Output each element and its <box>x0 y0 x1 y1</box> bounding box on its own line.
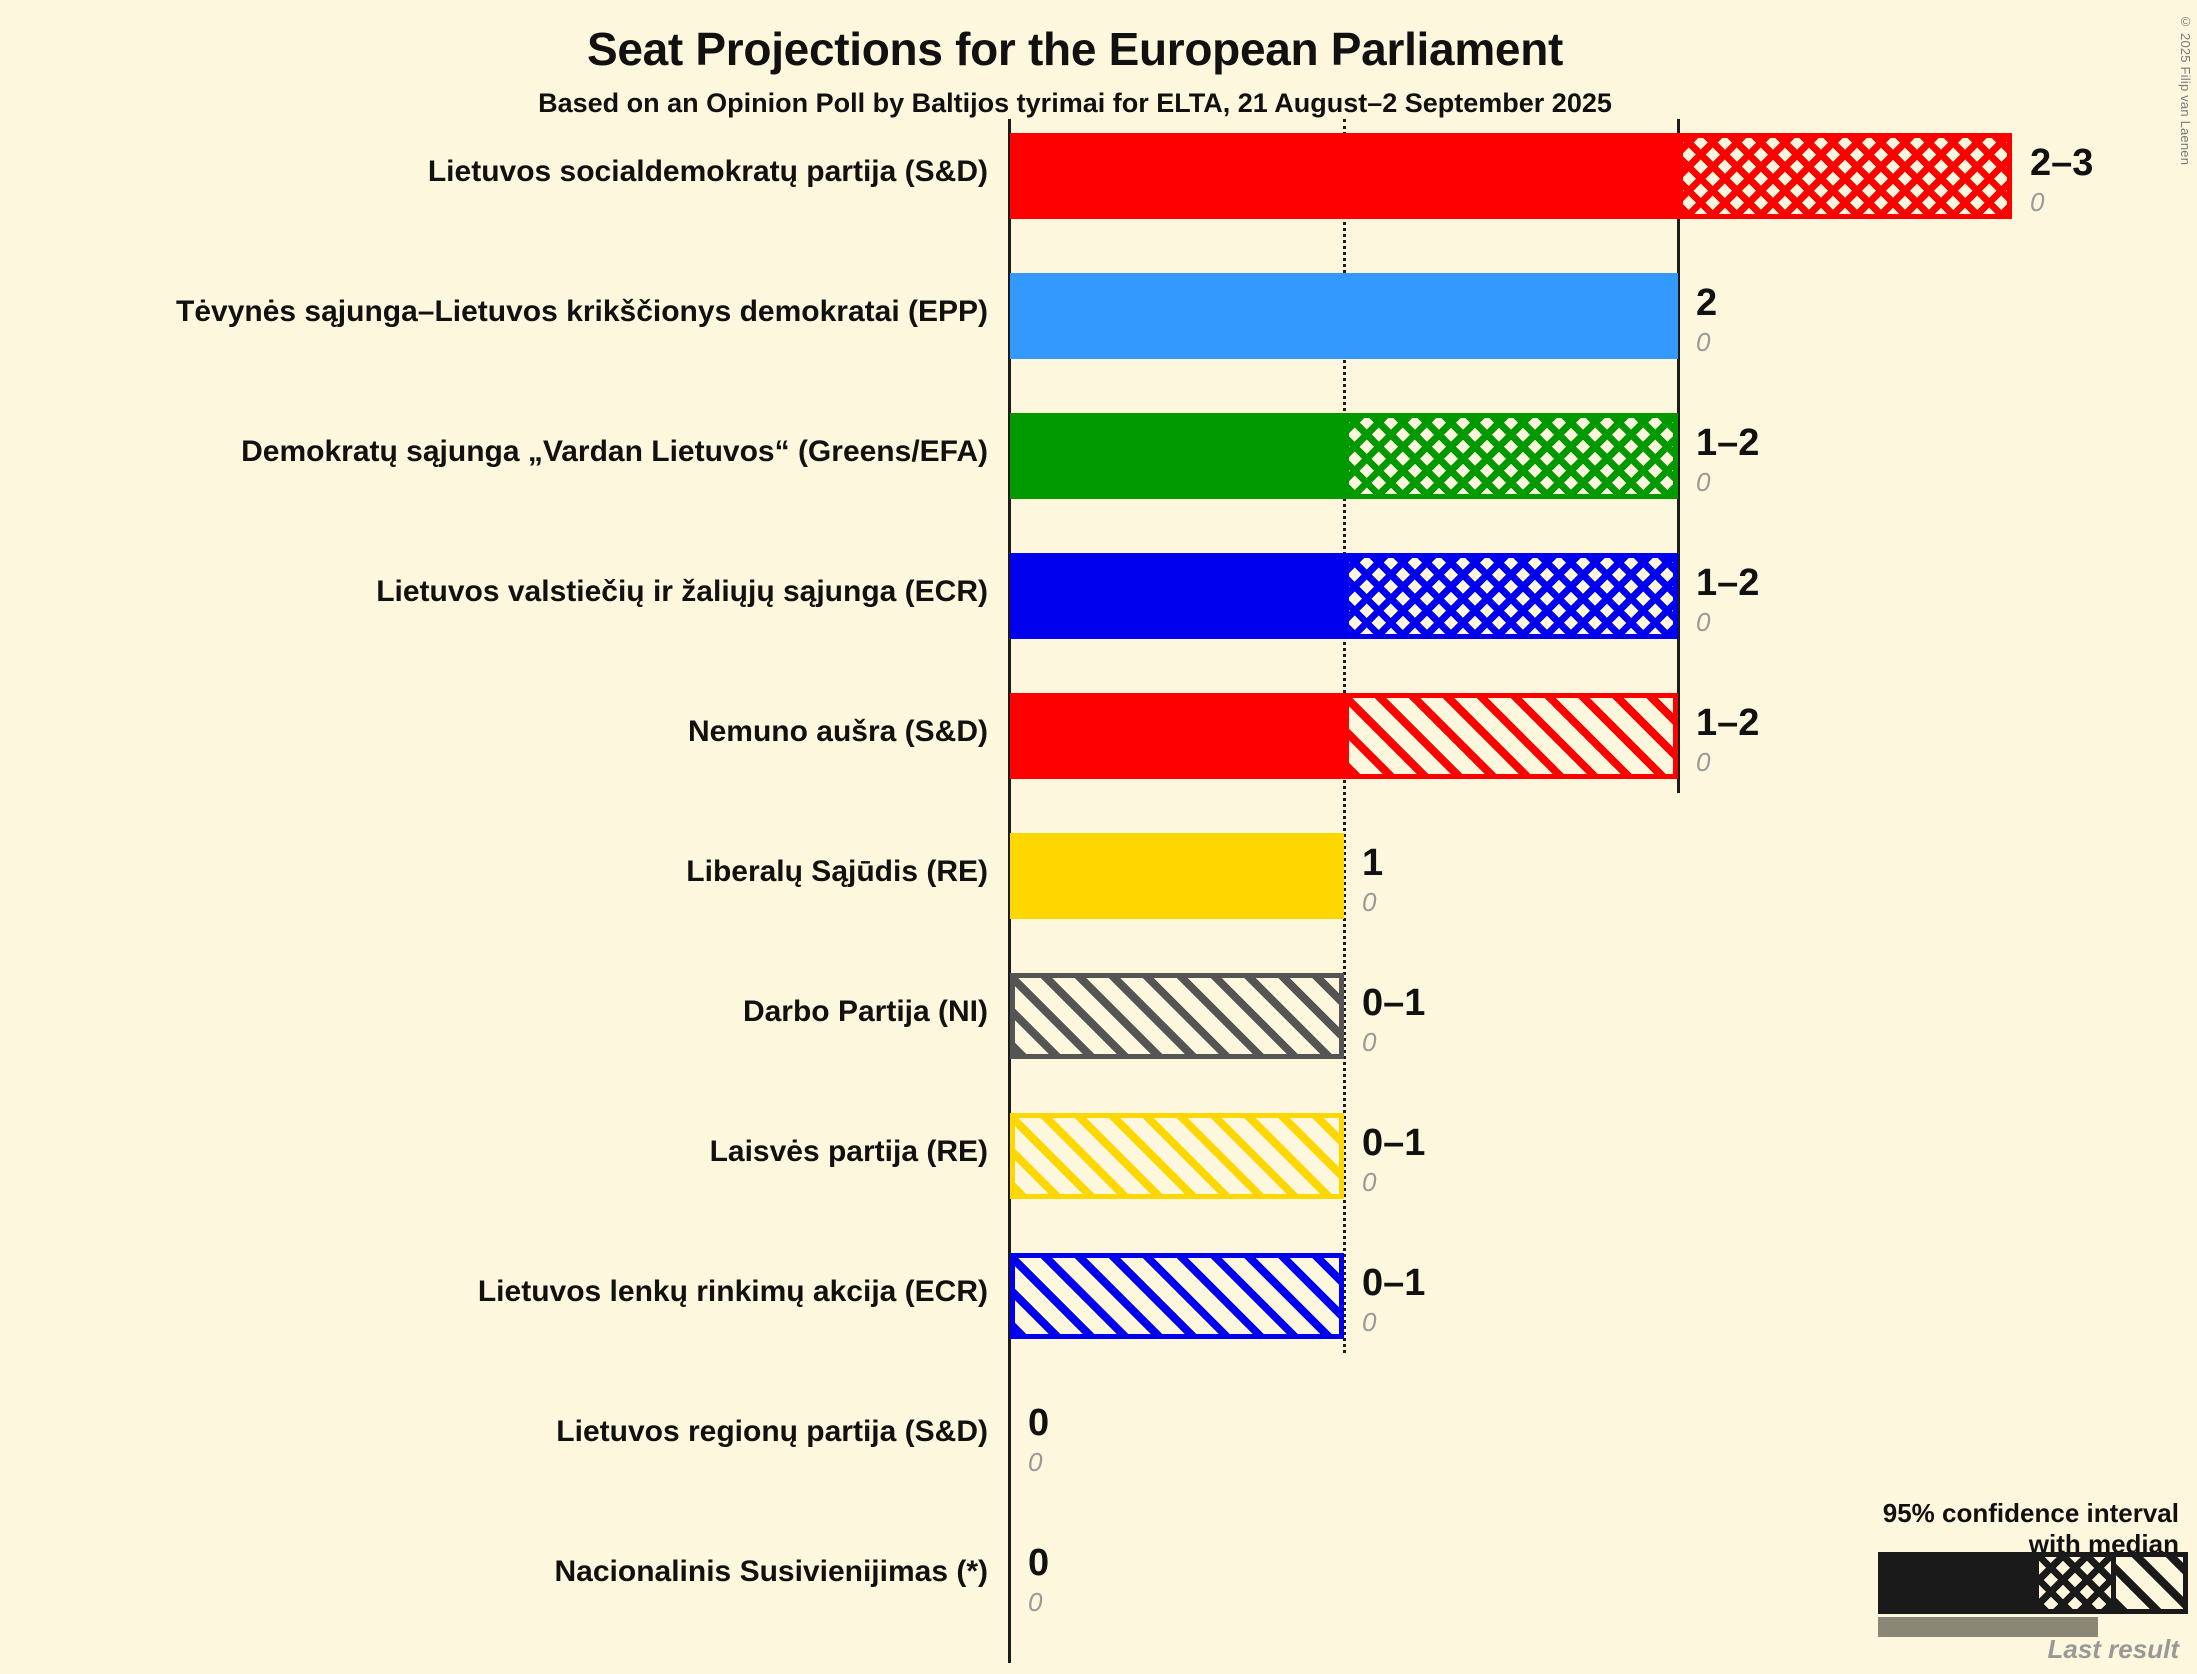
chart-row: Lietuvos regionų partija (S&D) 0 0 <box>0 1393 2197 1479</box>
bar-category-label: Nemuno aušra (S&D) <box>687 715 988 748</box>
bar-outline <box>1010 973 1344 1059</box>
bar-category-label: Lietuvos lenkų rinkimų akcija (ECR) <box>477 1275 988 1308</box>
legend-last-result-label: Last result <box>2047 1634 2180 1664</box>
bar-confidence-interval-segment <box>1344 693 1678 779</box>
chart-row: Lietuvos socialdemokratų partija (S&D) 2–… <box>0 133 2197 219</box>
bar-category-label: Lietuvos regionų partija (S&D) <box>556 1415 988 1448</box>
legend-last-result-swatch <box>1878 1617 2098 1637</box>
bar-median-segment <box>1010 693 1344 779</box>
bar-outline <box>1010 1113 1344 1199</box>
legend-title: 95% confidence interval with median <box>1883 1498 2179 1559</box>
bar-last-result-label: 0 <box>1362 1167 1377 1197</box>
chart-row: Liberalų Sąjūdis (RE) 1 0 <box>0 833 2197 919</box>
chart-row: Nemuno aušra (S&D) 1–2 0 <box>0 693 2197 779</box>
bar-median-segment <box>1010 413 1344 499</box>
bar-category-label: Lietuvos socialdemokratų partija (S&D) <box>427 155 988 188</box>
bar-category-label: Laisvės partija (RE) <box>709 1135 988 1168</box>
bar-last-result-label: 0 <box>1362 1307 1377 1337</box>
bar-category-label: Nacionalinis Susivienijimas (*) <box>554 1555 988 1588</box>
bar-category-label: Lietuvos valstiečių ir žaliųjų sąjunga (… <box>376 575 988 608</box>
legend-line-1: 95% confidence interval <box>1882 1498 2179 1528</box>
bar-value-label: 1–2 <box>1696 422 1760 464</box>
chart-subtitle: Based on an Opinion Poll by Baltijos tyr… <box>538 88 1612 118</box>
bar-value-label: 1–2 <box>1696 562 1760 604</box>
legend-sample-bar <box>1878 1552 2188 1614</box>
bar-confidence-interval-segment <box>1344 413 1678 499</box>
bar-confidence-interval-segment <box>1678 133 2012 219</box>
bar-value-label: 0 <box>1028 1542 1050 1584</box>
bar-last-result-label: 0 <box>1362 1027 1377 1057</box>
bar-last-result-label: 0 <box>2030 187 2045 217</box>
value-axis-line <box>1008 119 1011 1663</box>
bar-value-label: 1–2 <box>1696 702 1760 744</box>
bar-last-result-label: 0 <box>1028 1587 1043 1617</box>
bar-last-result-label: 0 <box>1696 467 1711 497</box>
bar-value-label: 0–1 <box>1362 982 1426 1024</box>
legend-median-segment <box>1883 1557 2039 1609</box>
bar-category-label: Tėvynės sąjunga–Lietuvos krikščionys dem… <box>176 295 988 328</box>
bar-last-result-label: 0 <box>1362 887 1377 917</box>
bar-category-label: Darbo Partija (NI) <box>742 995 988 1028</box>
chart-row: Nacionalinis Susivienijimas (*) 0 0 <box>0 1533 2197 1619</box>
chart-row: Lietuvos valstiečių ir žaliųjų sąjunga (… <box>0 553 2197 639</box>
copyright-notice: © 2025 Filip van Laenen <box>2178 14 2193 166</box>
bar-median-segment <box>1010 273 1678 359</box>
bar-value-label: 2 <box>1696 282 1718 324</box>
bar-last-result-label: 0 <box>1696 327 1711 357</box>
chart-row: Laisvės partija (RE) 0–1 0 <box>0 1113 2197 1199</box>
chart-row: Lietuvos lenkų rinkimų akcija (ECR) 0–1 0 <box>0 1253 2197 1339</box>
bar-value-label: 0–1 <box>1362 1122 1426 1164</box>
bar-median-segment <box>1010 133 1678 219</box>
legend-diagonal-segment <box>2111 1557 2183 1609</box>
bar-median-segment <box>1010 553 1344 639</box>
bar-value-label: 2–3 <box>2030 142 2094 184</box>
gridline-2-seats <box>1677 119 1680 793</box>
bar-last-result-label: 0 <box>1696 747 1711 777</box>
chart-row: Tėvynės sąjunga–Lietuvos krikščionys dem… <box>0 273 2197 359</box>
bar-outline <box>1010 1253 1344 1339</box>
bar-value-label: 0 <box>1028 1402 1050 1444</box>
bar-category-label: Liberalų Sąjūdis (RE) <box>686 855 988 888</box>
bar-value-label: 0–1 <box>1362 1262 1426 1304</box>
bar-median-segment <box>1010 833 1344 919</box>
chart-row: Demokratų sąjunga „Vardan Lietuvos“ (Gre… <box>0 413 2197 499</box>
page-title: Seat Projections for the European Parlia… <box>586 23 1564 75</box>
bar-last-result-label: 0 <box>1696 607 1711 637</box>
bar-value-label: 1 <box>1362 842 1384 884</box>
chart-row: Darbo Partija (NI) 0–1 0 <box>0 973 2197 1059</box>
legend-crosshatch-segment <box>2039 1557 2111 1609</box>
bar-category-label: Demokratų sąjunga „Vardan Lietuvos“ (Gre… <box>241 435 988 468</box>
bar-confidence-interval-segment <box>1344 553 1678 639</box>
bar-last-result-label: 0 <box>1028 1447 1043 1477</box>
